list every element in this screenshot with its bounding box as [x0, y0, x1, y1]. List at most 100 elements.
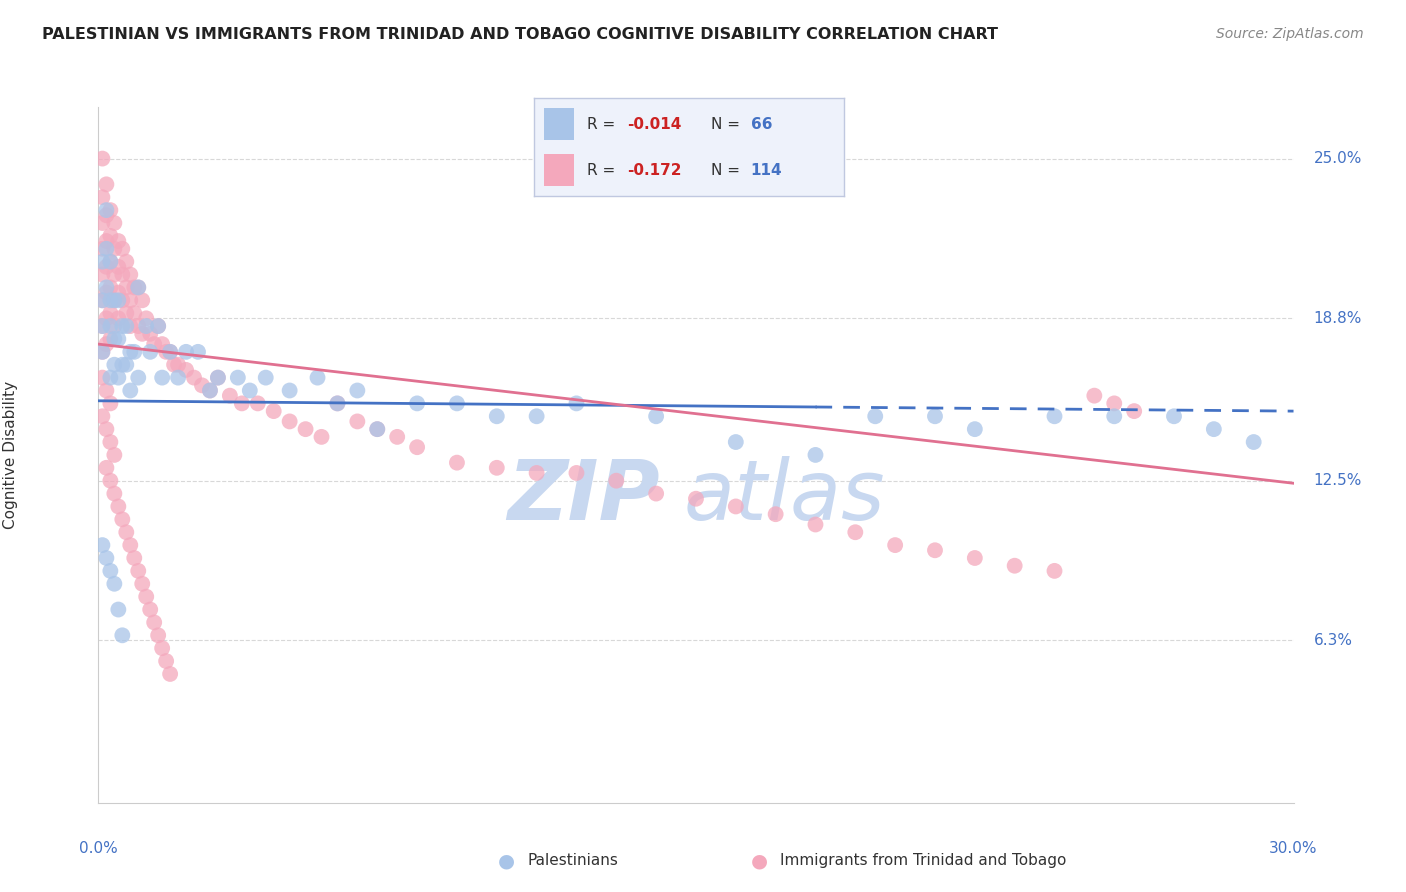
- Point: [307, 370, 329, 384]
- Point: [924, 543, 946, 558]
- Point: [120, 344, 142, 359]
- Point: [107, 332, 129, 346]
- Point: [148, 319, 170, 334]
- Point: [120, 538, 142, 552]
- Point: [804, 448, 827, 462]
- Point: [167, 358, 190, 372]
- Bar: [544, 154, 575, 186]
- Point: [91, 370, 114, 384]
- Point: [98, 435, 122, 450]
- Point: [103, 216, 125, 230]
- Point: [239, 384, 262, 398]
- Point: [115, 306, 138, 320]
- Text: 12.5%: 12.5%: [1313, 473, 1362, 488]
- Point: [155, 654, 177, 668]
- Point: [96, 384, 118, 398]
- Point: [1123, 404, 1146, 418]
- Point: [124, 344, 146, 359]
- Point: [139, 326, 162, 341]
- Point: [115, 280, 138, 294]
- Point: [103, 268, 125, 282]
- Point: [844, 525, 866, 540]
- Point: [91, 319, 114, 334]
- Point: [346, 414, 368, 428]
- Point: [163, 358, 186, 372]
- Point: [98, 564, 122, 578]
- Point: [366, 422, 388, 436]
- Point: [115, 319, 138, 334]
- Text: ●: ●: [751, 851, 768, 871]
- Point: [385, 430, 409, 444]
- Text: -0.014: -0.014: [627, 117, 682, 132]
- Point: [294, 422, 316, 436]
- Point: [526, 466, 548, 480]
- Text: 30.0%: 30.0%: [1270, 841, 1317, 856]
- Point: [103, 448, 125, 462]
- Point: [107, 602, 129, 616]
- Point: [724, 435, 747, 450]
- Point: [96, 337, 118, 351]
- Point: [159, 667, 181, 681]
- Point: [326, 396, 349, 410]
- Point: [485, 460, 508, 475]
- Point: [111, 293, 134, 308]
- Point: [187, 344, 209, 359]
- Point: [107, 311, 129, 326]
- Point: [150, 370, 173, 384]
- Point: [96, 260, 118, 274]
- Point: [131, 326, 153, 341]
- Point: [96, 242, 118, 256]
- Point: [159, 344, 181, 359]
- Point: [191, 378, 214, 392]
- Point: [174, 363, 197, 377]
- Point: [96, 280, 118, 294]
- Text: 25.0%: 25.0%: [1313, 151, 1362, 166]
- Point: [963, 422, 986, 436]
- Point: [96, 422, 118, 436]
- Point: [219, 389, 242, 403]
- Point: [103, 293, 125, 308]
- Text: PALESTINIAN VS IMMIGRANTS FROM TRINIDAD AND TOBAGO COGNITIVE DISABILITY CORRELAT: PALESTINIAN VS IMMIGRANTS FROM TRINIDAD …: [42, 27, 998, 42]
- Point: [111, 319, 134, 334]
- Point: [120, 319, 142, 334]
- Point: [135, 311, 157, 326]
- Point: [174, 344, 197, 359]
- Point: [1102, 396, 1125, 410]
- Point: [150, 641, 173, 656]
- Point: [135, 590, 157, 604]
- Point: [91, 268, 114, 282]
- Point: [226, 370, 249, 384]
- Text: R =: R =: [586, 163, 620, 178]
- Point: [98, 203, 122, 218]
- Point: [120, 293, 142, 308]
- Point: [115, 358, 138, 372]
- Point: [127, 370, 149, 384]
- Point: [96, 208, 118, 222]
- Point: [91, 409, 114, 424]
- Point: [91, 293, 114, 308]
- Point: [645, 409, 668, 424]
- Point: [91, 344, 114, 359]
- Point: [115, 254, 138, 268]
- Point: [207, 370, 229, 384]
- Text: ●: ●: [498, 851, 515, 871]
- Point: [98, 254, 122, 268]
- Point: [884, 538, 907, 552]
- Point: [278, 384, 301, 398]
- Point: [98, 474, 122, 488]
- Text: 114: 114: [751, 163, 782, 178]
- Point: [96, 203, 118, 218]
- Point: [91, 216, 114, 230]
- Point: [103, 242, 125, 256]
- Point: [96, 311, 118, 326]
- Point: [139, 602, 162, 616]
- Point: [98, 254, 122, 268]
- Point: [1043, 409, 1066, 424]
- Point: [1083, 389, 1105, 403]
- Point: [326, 396, 349, 410]
- Point: [685, 491, 707, 506]
- Point: [98, 228, 122, 243]
- Point: [96, 460, 118, 475]
- Text: Cognitive Disability: Cognitive Disability: [3, 381, 18, 529]
- Text: Palestinians: Palestinians: [527, 854, 619, 868]
